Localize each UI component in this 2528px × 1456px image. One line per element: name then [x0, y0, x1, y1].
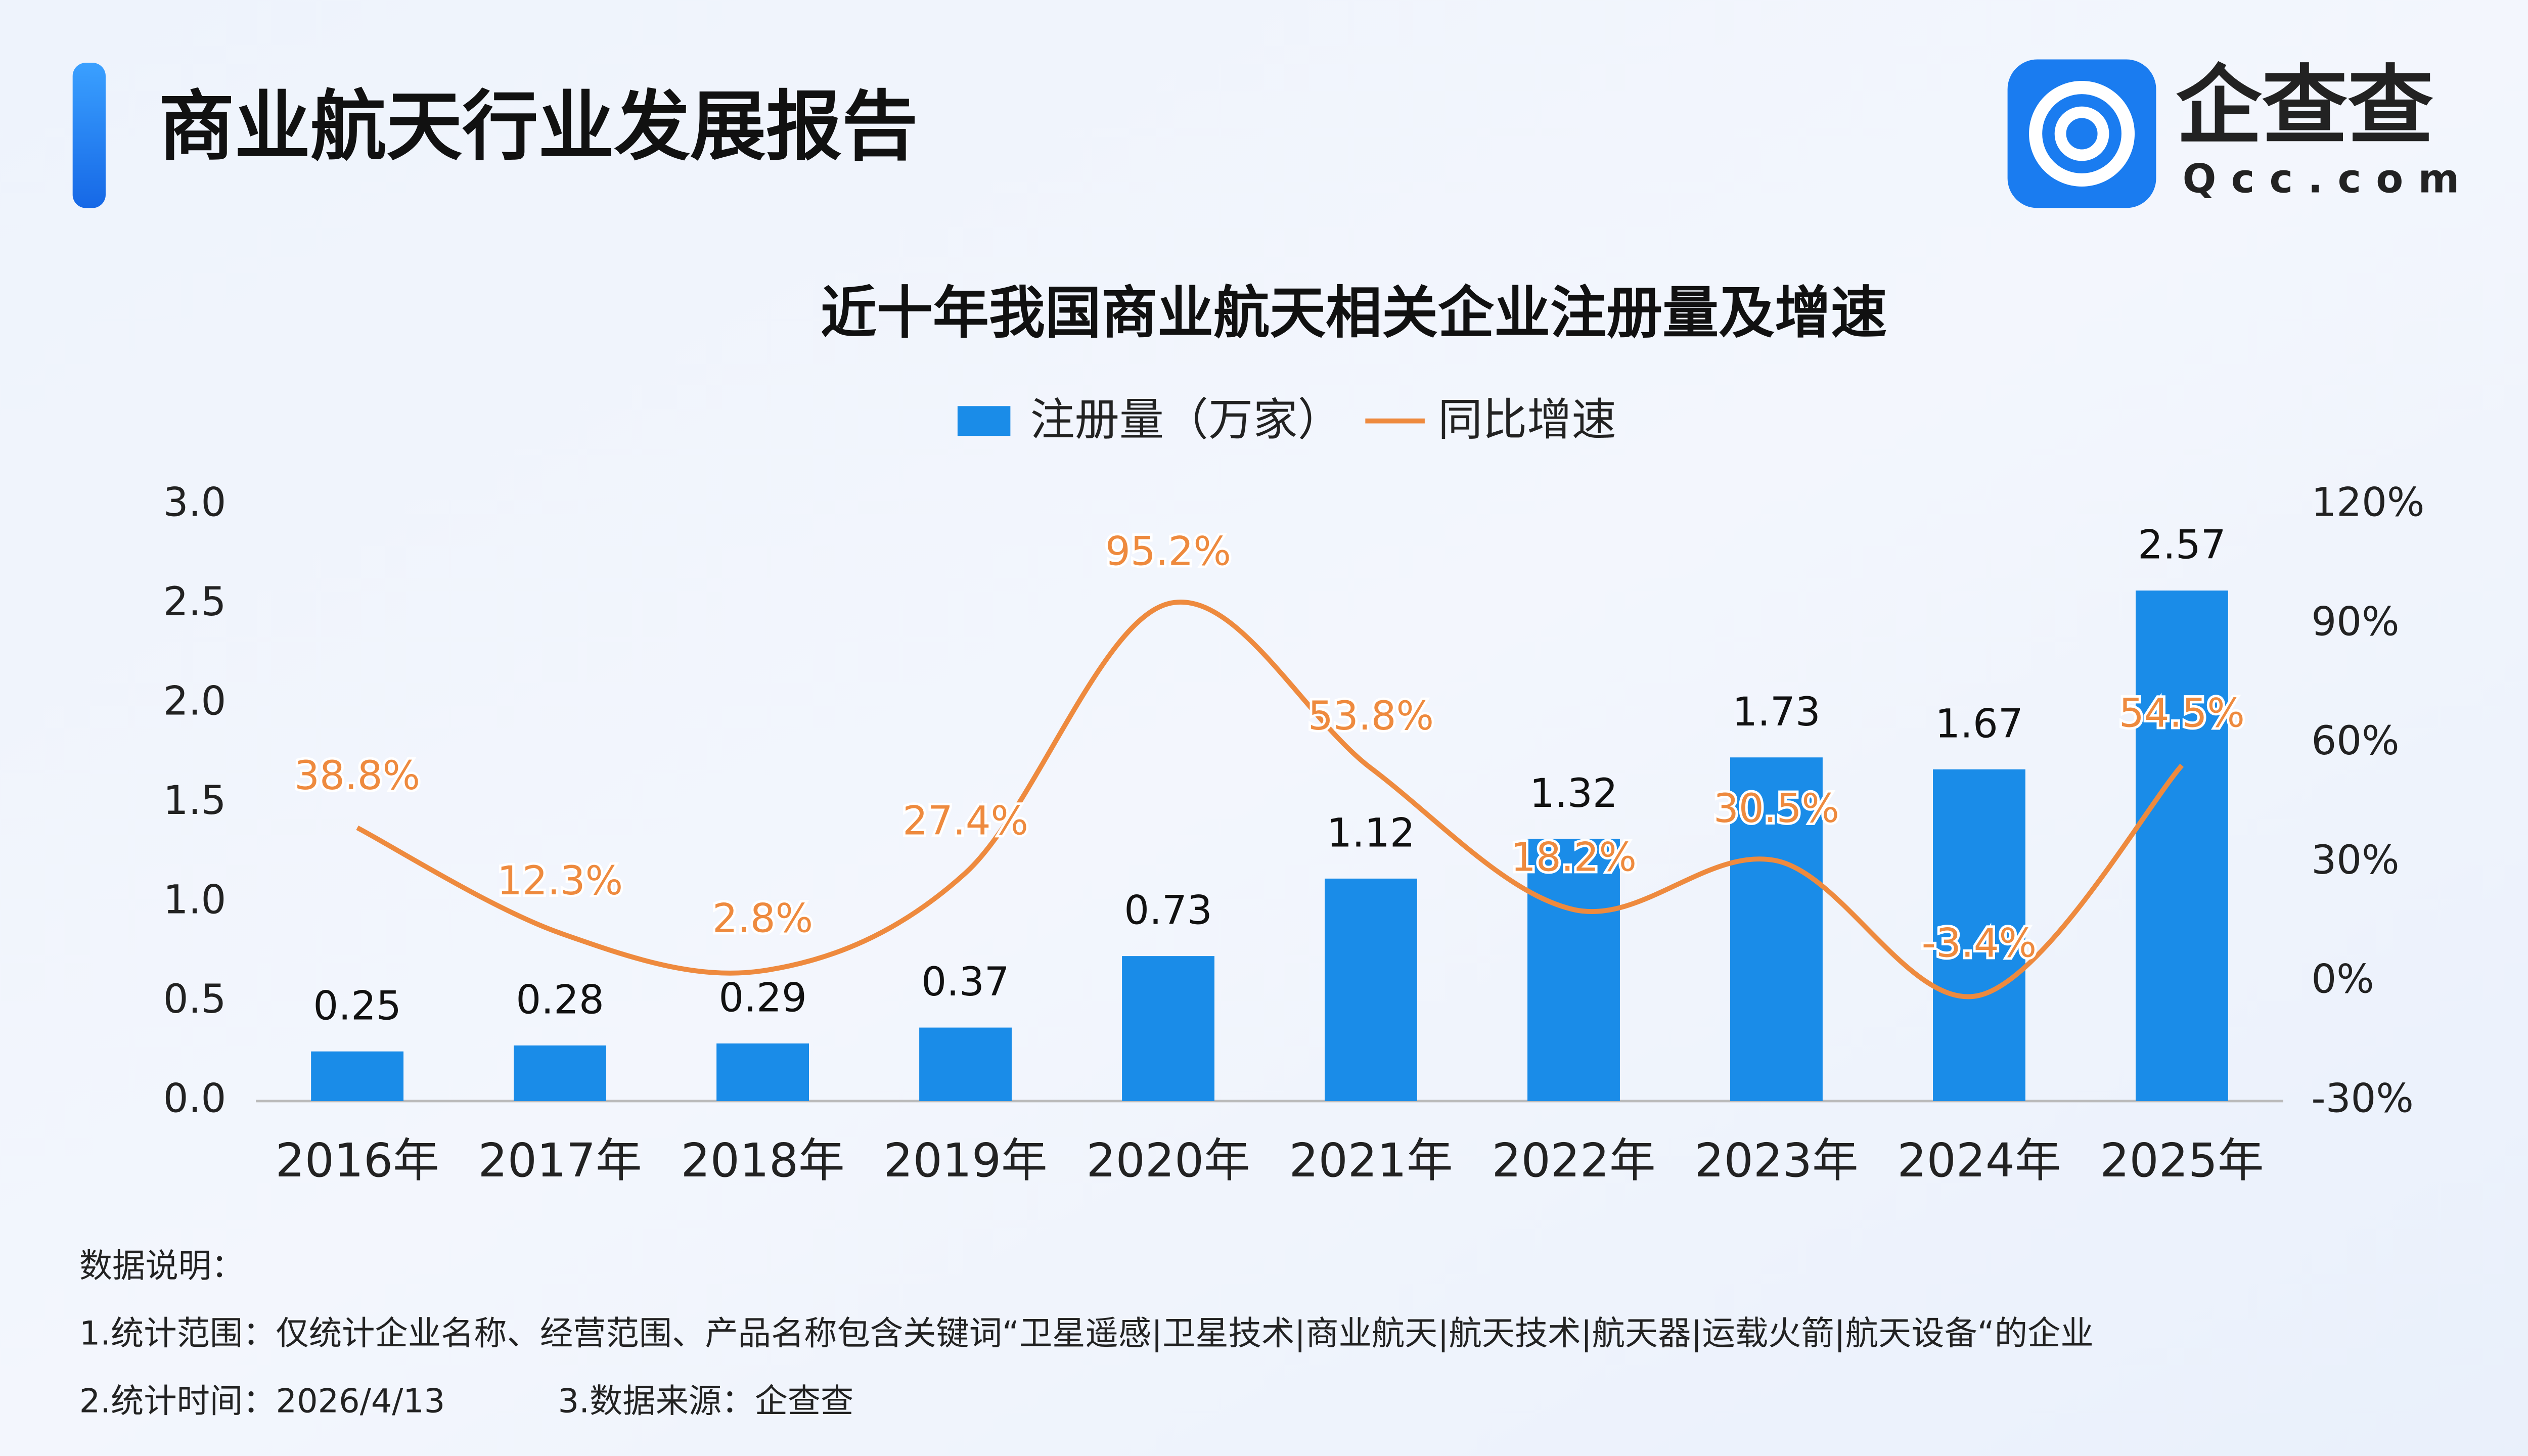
y-tick-label: 1.5: [163, 778, 227, 824]
x-tick-label: 2021年: [1289, 1133, 1453, 1188]
y2-tick-label: 60%: [2311, 718, 2399, 764]
bar-value-label: 1.12: [1327, 810, 1415, 856]
y2-tick-label: 0%: [2311, 957, 2374, 1003]
bar-value-label: 2.57: [2138, 522, 2226, 568]
y-tick-label: 1.0: [163, 877, 227, 923]
notes-title: 数据说明：: [79, 1247, 244, 1285]
note: 1.统计范围：仅统计企业名称、经营范围、产品名称包含关键词“卫星遥感|卫星技术|…: [79, 1314, 2094, 1353]
legend-swatch: [957, 406, 1011, 436]
bar-value-label: 1.32: [1529, 770, 1617, 816]
logo-name: 企查查: [2176, 56, 2434, 156]
x-tick-label: 2025年: [2100, 1133, 2264, 1188]
line: [356, 600, 2184, 999]
x-tick-label: 2024年: [1897, 1133, 2061, 1188]
title-accent: [72, 63, 106, 208]
y2-tick-label: 30%: [2311, 837, 2399, 883]
legend-label: 注册量（万家）: [1030, 393, 1342, 445]
y-tick-label: 0.5: [163, 976, 227, 1022]
line-value-label: 27.4%: [902, 798, 1028, 844]
x-tick-label: 2023年: [1694, 1133, 1858, 1188]
y2-tick-label: 120%: [2311, 480, 2424, 526]
bar-value-label: 0.37: [921, 959, 1009, 1005]
bar: [1527, 839, 1620, 1101]
note: 2.统计时间：2026/4/13: [79, 1382, 445, 1421]
bar-value-label: 0.25: [313, 983, 401, 1029]
x-tick-label: 2022年: [1492, 1133, 1655, 1188]
legend-label: 同比增速: [1438, 393, 1616, 445]
logo: 企查查 Qcc.com: [2007, 56, 2474, 208]
bar: [919, 1027, 1012, 1101]
bar: [311, 1051, 404, 1101]
line-value-label: 53.8%: [1308, 693, 1434, 739]
bar: [1933, 769, 2025, 1101]
bar: [514, 1045, 607, 1101]
x-tick-label: 2018年: [681, 1133, 845, 1188]
y-tick-label: 3.0: [163, 480, 227, 526]
line-value-label: 18.2%: [1511, 835, 1637, 881]
bar: [1325, 878, 1417, 1101]
x-tick-label: 2016年: [276, 1133, 439, 1188]
bar: [2136, 590, 2228, 1101]
page-title: 商业航天行业发展报告: [158, 83, 918, 171]
line-value-label: 2.8%: [712, 896, 813, 942]
y-tick-label: 2.0: [163, 678, 227, 724]
bar-value-label: 1.67: [1935, 701, 2023, 747]
x-tick-label: 2017年: [478, 1133, 642, 1188]
y2-tick-label: -30%: [2311, 1075, 2413, 1121]
logo-ring: [2029, 81, 2135, 187]
x-tick-label: 2020年: [1087, 1133, 1250, 1188]
x-tick-label: 2019年: [884, 1133, 1048, 1188]
line-value-label: 38.8%: [294, 753, 420, 799]
bar-value-label: 0.28: [516, 977, 604, 1023]
y2-tick-label: 90%: [2311, 599, 2399, 645]
y-tick-label: 2.5: [163, 579, 227, 625]
bar: [716, 1043, 809, 1101]
chart-title: 近十年我国商业航天相关企业注册量及增速: [821, 281, 1887, 346]
y-tick-label: 0.0: [163, 1075, 227, 1121]
logo-domain: Qcc.com: [2183, 156, 2474, 202]
bar-value-label: 1.73: [1732, 689, 1820, 735]
bar: [1122, 956, 1214, 1101]
note: 3.数据来源：企查查: [558, 1382, 854, 1421]
line-value-label: 54.5%: [2119, 690, 2245, 736]
line-value-label: 12.3%: [497, 858, 623, 904]
logo-ring-inner: [2054, 106, 2109, 161]
bar-value-label: 0.29: [718, 975, 806, 1021]
bar: [1730, 757, 1823, 1101]
bar-value-label: 0.73: [1124, 888, 1212, 934]
line-value-label: 95.2%: [1105, 529, 1231, 575]
line-value-label: -3.4%: [1922, 920, 2037, 966]
line-value-label: 30.5%: [1713, 786, 1839, 832]
